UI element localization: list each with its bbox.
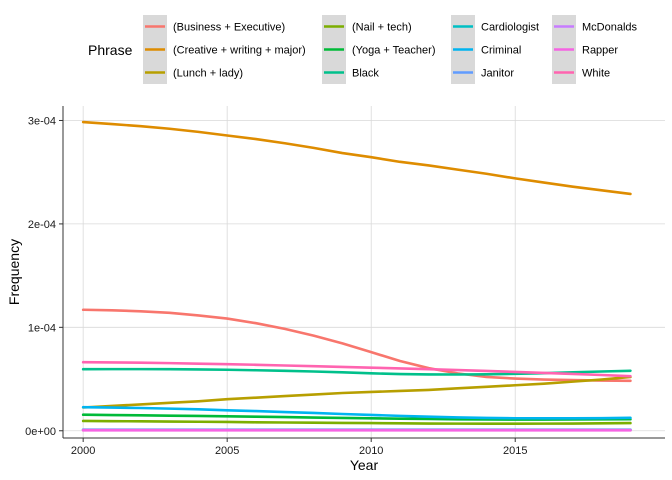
series-line [81, 375, 632, 409]
legend-item: (Nail + tech) [322, 15, 412, 38]
legend-label: Janitor [481, 68, 514, 80]
series-lines [81, 120, 632, 432]
axes [62, 106, 665, 439]
legend-item: (Business + Executive) [143, 15, 285, 38]
legend-label: Criminal [481, 45, 521, 57]
legend-label: Black [352, 68, 379, 80]
series-line [81, 405, 632, 420]
x-axis-title: Year [350, 457, 379, 473]
legend-label: (Lunch + lady) [173, 68, 243, 80]
x-tick-label: 2010 [359, 445, 383, 457]
legend-label: Cardiologist [481, 22, 539, 34]
legend-label: (Business + Executive) [173, 22, 285, 34]
series-line [81, 419, 632, 426]
tick-labels: 2000 2005 2010 2015 0e+00 1e-04 2e-04 3e-04 [25, 115, 527, 457]
legend-label: McDonalds [582, 22, 638, 34]
legend-label: White [582, 68, 610, 80]
y-tick-label: 2e-04 [28, 219, 56, 231]
series-line [81, 120, 632, 196]
legend-label: Rapper [582, 45, 618, 57]
y-tick-label: 1e-04 [28, 322, 56, 334]
legend-label: (Creative + writing + major) [173, 45, 306, 57]
legend-item: (Yoga + Teacher) [322, 38, 435, 61]
series-line [81, 308, 632, 383]
legend-item: Criminal [451, 38, 521, 61]
y-tick-label: 3e-04 [28, 115, 56, 127]
legend-item: White [552, 61, 610, 84]
legend-item: (Lunch + lady) [143, 61, 243, 84]
y-axis-title: Frequency [6, 239, 22, 305]
legend-item: Janitor [451, 61, 514, 84]
x-tick-label: 2000 [71, 445, 95, 457]
series-line [81, 360, 632, 378]
legend-item: McDonalds [552, 15, 638, 38]
legend: Phrase (Business + Executive) (Creative +… [88, 15, 638, 84]
legend-item: Black [322, 61, 379, 84]
legend-title: Phrase [88, 42, 133, 58]
x-tick-label: 2015 [503, 445, 527, 457]
legend-label: (Nail + tech) [352, 22, 412, 34]
x-tick-label: 2005 [215, 445, 239, 457]
legend-item: Rapper [552, 38, 618, 61]
legend-label: (Yoga + Teacher) [352, 45, 435, 57]
legend-item: Cardiologist [451, 15, 539, 38]
legend-item: (Creative + writing + major) [143, 38, 306, 61]
y-tick-label: 0e+00 [25, 426, 56, 438]
